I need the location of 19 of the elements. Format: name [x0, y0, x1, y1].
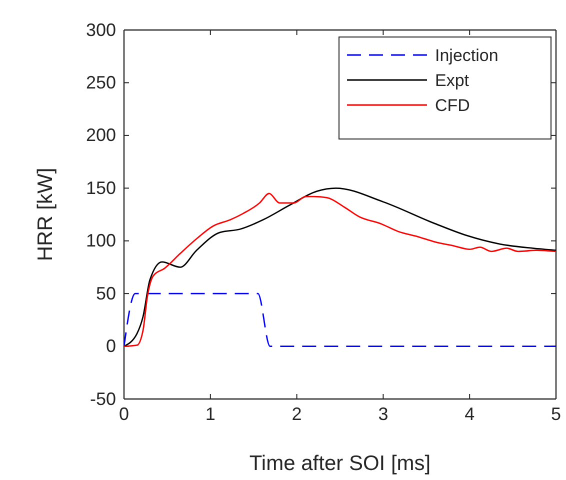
y-tick-label: -50: [90, 388, 116, 409]
legend-label: Expt: [435, 71, 470, 90]
y-tick-label: 150: [86, 178, 116, 198]
y-tick-label: 250: [86, 72, 116, 92]
y-tick-label: 300: [86, 20, 116, 40]
x-axis-title: Time after SOI [ms]: [249, 452, 431, 475]
x-tick-label: 3: [378, 404, 388, 424]
y-tick-label: 0: [106, 336, 116, 356]
y-tick-label: 100: [86, 230, 116, 251]
x-tick-label: 5: [550, 404, 562, 424]
x-tick-label: 1: [205, 404, 216, 424]
x-tick-label: 2: [292, 404, 302, 424]
legend-label: CFD: [435, 96, 470, 115]
x-tick-label: 0: [118, 404, 130, 424]
y-tick-label: 200: [86, 125, 116, 146]
legend-label: Injection: [435, 46, 498, 65]
y-axis-title: HRR [kW]: [34, 168, 57, 262]
y-tick-label: 50: [96, 283, 116, 304]
x-tick-label: 4: [464, 404, 475, 424]
